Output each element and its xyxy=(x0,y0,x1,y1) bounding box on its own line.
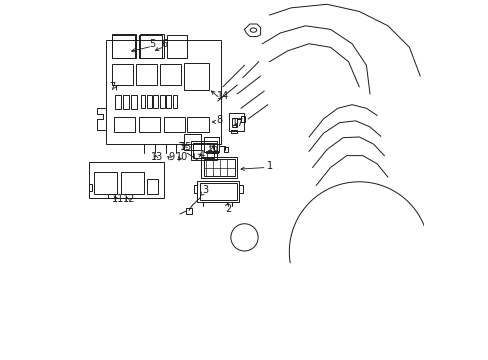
Text: 6: 6 xyxy=(162,39,167,49)
Text: 10: 10 xyxy=(175,152,187,162)
Text: 2: 2 xyxy=(225,204,231,214)
Bar xyxy=(115,95,121,109)
Bar xyxy=(167,35,187,58)
Bar xyxy=(140,34,164,58)
Bar xyxy=(139,35,162,58)
Bar xyxy=(139,117,160,132)
Bar xyxy=(136,64,157,85)
Text: 15: 15 xyxy=(180,141,192,152)
Bar xyxy=(107,194,115,198)
Bar xyxy=(197,181,239,202)
Bar xyxy=(166,95,171,108)
Bar xyxy=(88,184,92,192)
Bar xyxy=(172,95,177,108)
Bar xyxy=(163,117,185,132)
Text: 11: 11 xyxy=(112,194,124,204)
Bar xyxy=(224,147,228,152)
Text: 16: 16 xyxy=(207,143,219,153)
Bar xyxy=(131,95,136,109)
Bar xyxy=(183,134,201,149)
Text: 17: 17 xyxy=(231,118,244,128)
Bar xyxy=(112,35,135,58)
Bar xyxy=(160,64,181,85)
Bar xyxy=(204,137,219,152)
Bar xyxy=(187,117,208,132)
Bar xyxy=(112,64,132,85)
Text: 7: 7 xyxy=(108,82,115,93)
Bar xyxy=(241,116,244,122)
Bar xyxy=(205,150,218,153)
Text: 4: 4 xyxy=(198,150,204,160)
Bar xyxy=(140,95,145,108)
Bar xyxy=(106,40,221,144)
Bar xyxy=(203,159,235,176)
Bar xyxy=(112,34,136,58)
Bar xyxy=(123,95,128,109)
Bar xyxy=(147,179,158,194)
Bar xyxy=(183,63,208,90)
Bar xyxy=(153,95,158,108)
Bar xyxy=(231,118,236,127)
Bar xyxy=(190,140,216,160)
Text: 9: 9 xyxy=(167,152,174,162)
Text: 5: 5 xyxy=(149,39,155,49)
Bar xyxy=(88,162,163,198)
Text: 1: 1 xyxy=(266,161,272,171)
Bar xyxy=(192,143,214,158)
Text: 13: 13 xyxy=(150,152,163,162)
Text: 3: 3 xyxy=(203,185,208,195)
Text: 8: 8 xyxy=(216,115,222,125)
Text: 12: 12 xyxy=(122,194,135,204)
Bar xyxy=(199,183,237,201)
Bar xyxy=(229,113,244,131)
Bar xyxy=(121,172,144,194)
Bar xyxy=(113,117,135,132)
Bar xyxy=(185,208,192,215)
Bar xyxy=(94,172,117,194)
Bar xyxy=(147,95,151,108)
Text: 14: 14 xyxy=(216,91,229,101)
Bar xyxy=(201,157,237,178)
Bar xyxy=(160,95,164,108)
Bar xyxy=(230,130,237,133)
